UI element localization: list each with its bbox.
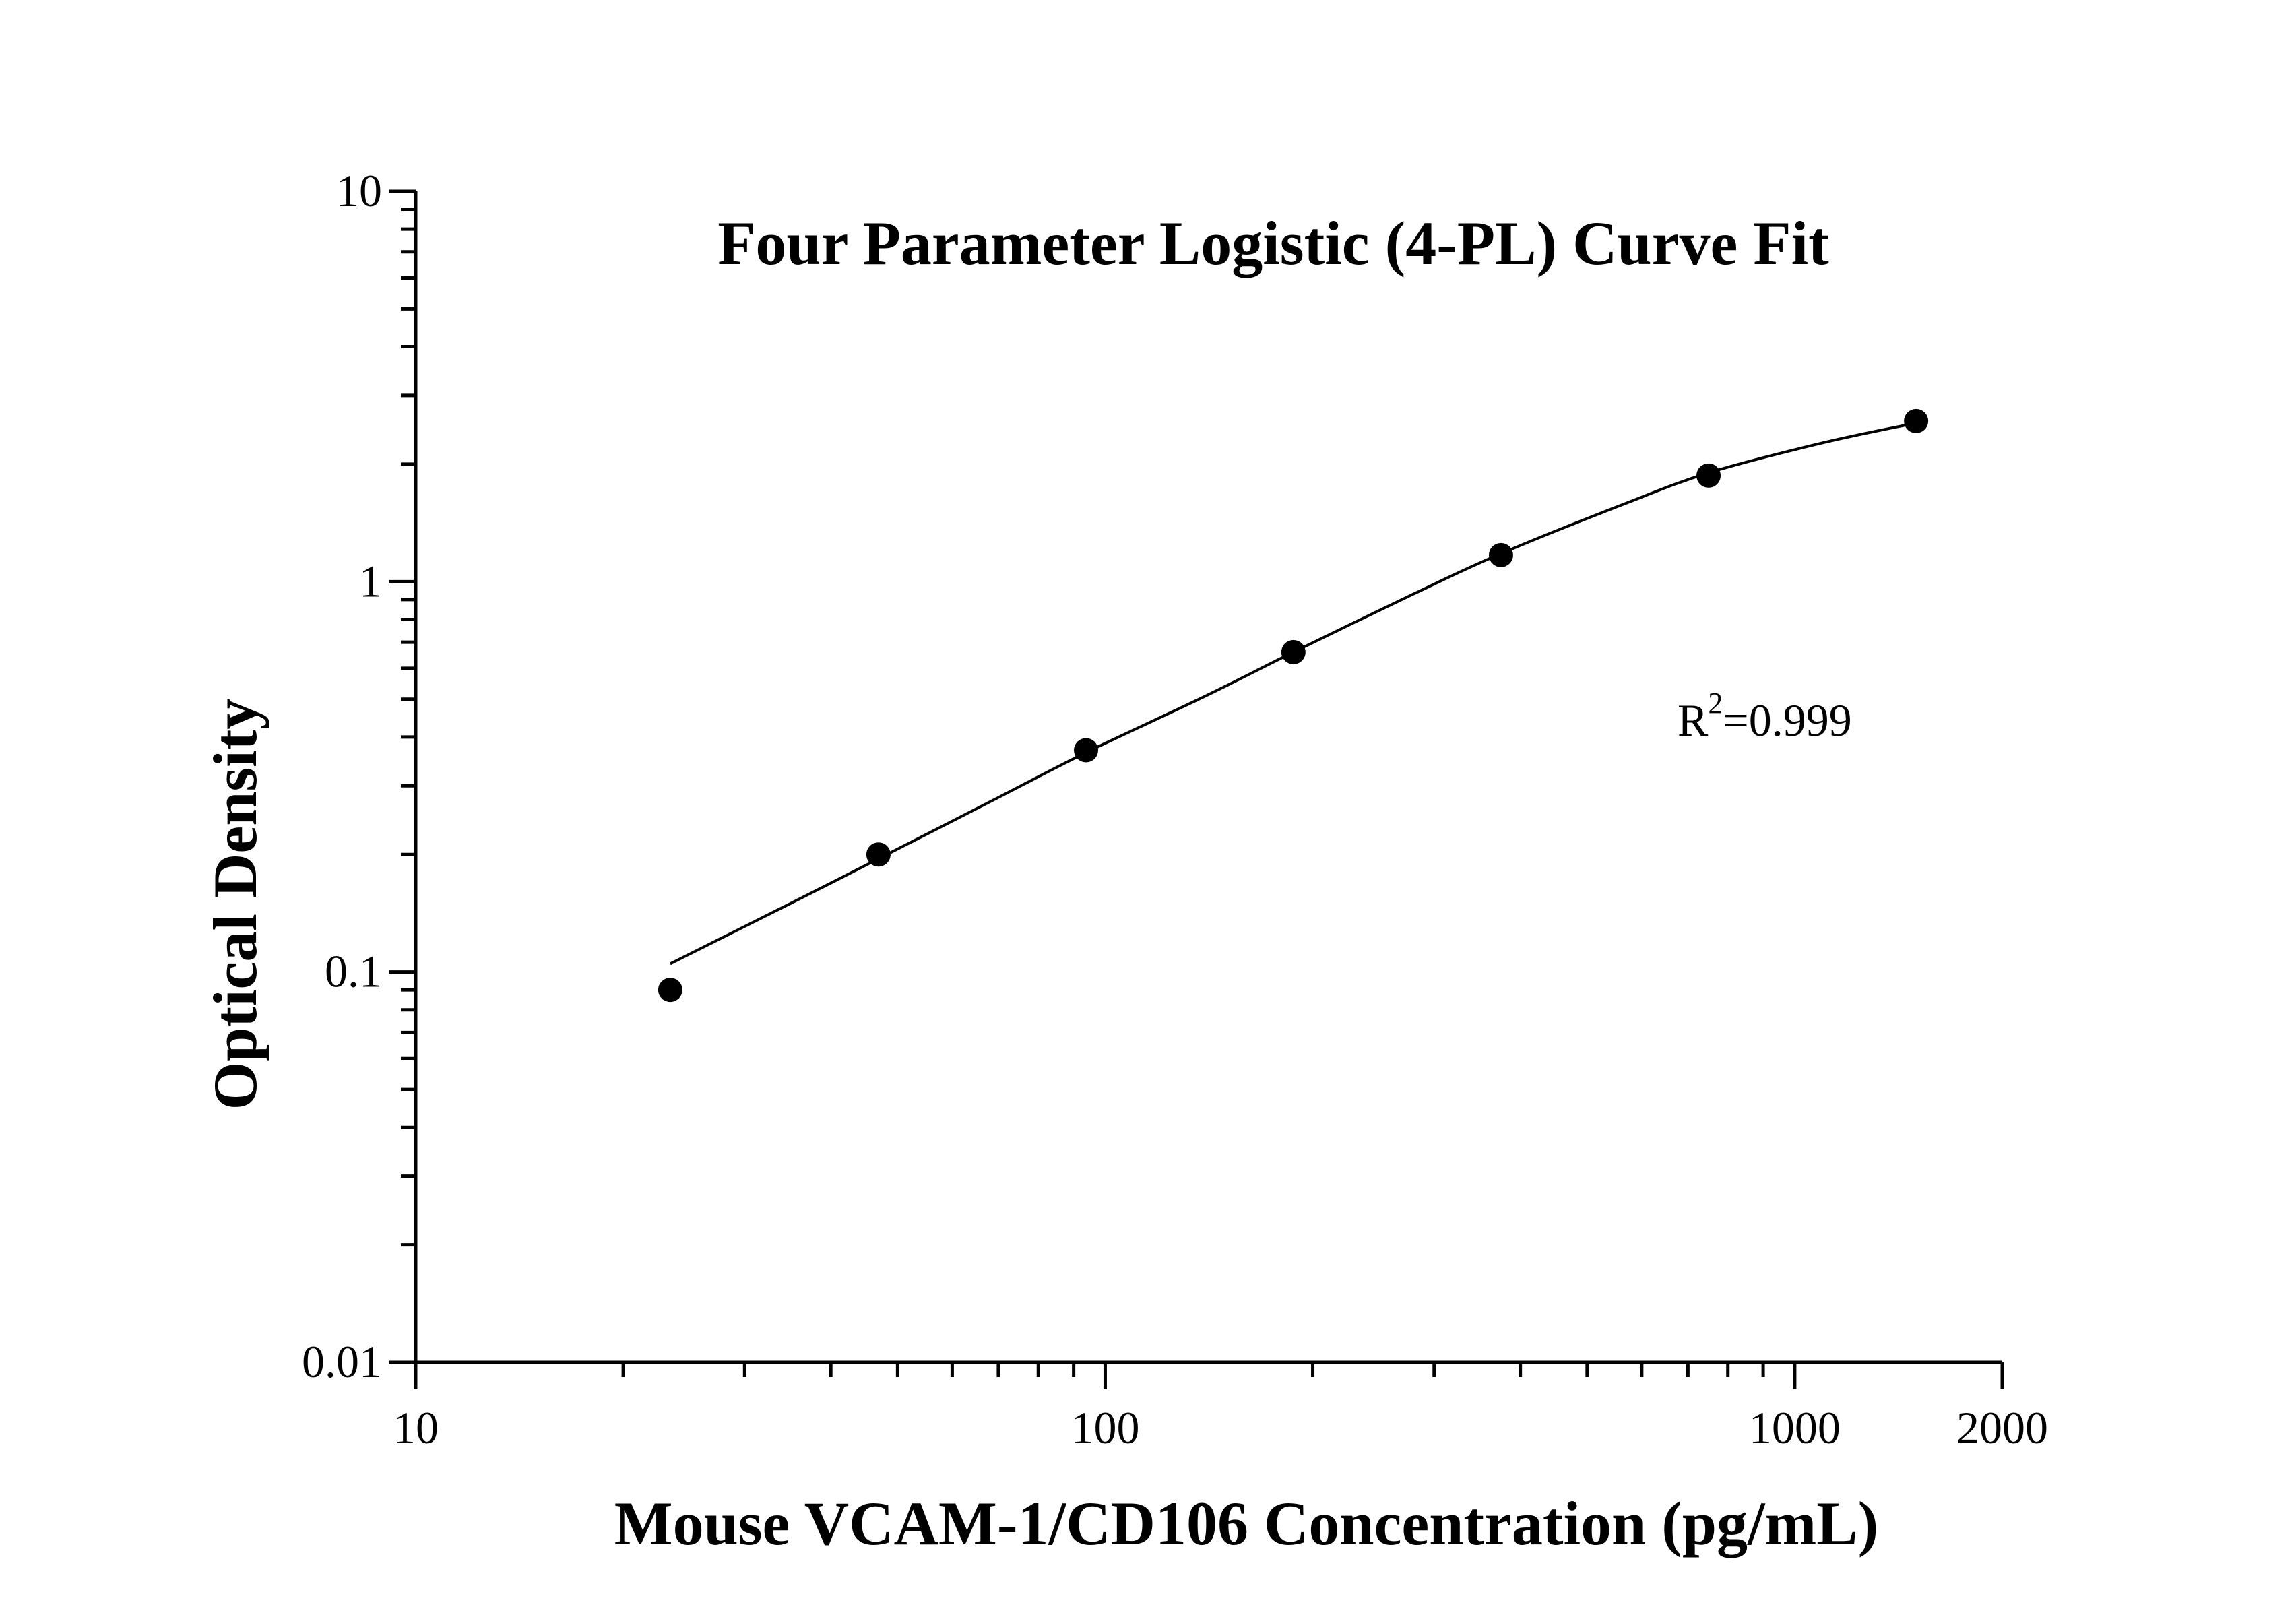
r-squared-annotation: R2=0.999 [1678,687,1852,746]
data-point [1696,463,1721,488]
data-point [866,842,891,867]
r-squared-base: R [1678,695,1709,746]
x-axis-title: Mouse VCAM-1/CD106 Concentration (pg/mL) [614,1489,1878,1558]
axes: 0.01 0.1 1 10 10 100 1000 2000 [302,165,2048,1453]
y-tick-label: 1 [359,555,382,606]
data-point [1281,639,1306,664]
y-tick-label: 0.1 [325,946,382,997]
x-tick-label: 100 [1071,1402,1139,1453]
y-tick-label: 10 [336,165,382,216]
r-squared-value: =0.999 [1723,695,1851,746]
x-tick-label: 1000 [1749,1402,1841,1453]
data-point [658,978,682,1003]
y-tick-label: 0.01 [302,1336,382,1387]
data-point [1904,408,1929,433]
x-tick-label: 2000 [1956,1402,2048,1453]
data-point [1488,542,1513,567]
chart-title: Four Parameter Logistic (4-PL) Curve Fit [718,209,1829,278]
r-squared-superscript: 2 [1708,687,1723,720]
data-point [1074,738,1099,763]
x-tick-label: 10 [393,1402,439,1453]
y-axis-title: Optical Density [201,699,269,1110]
data-points-group [658,408,1929,1003]
